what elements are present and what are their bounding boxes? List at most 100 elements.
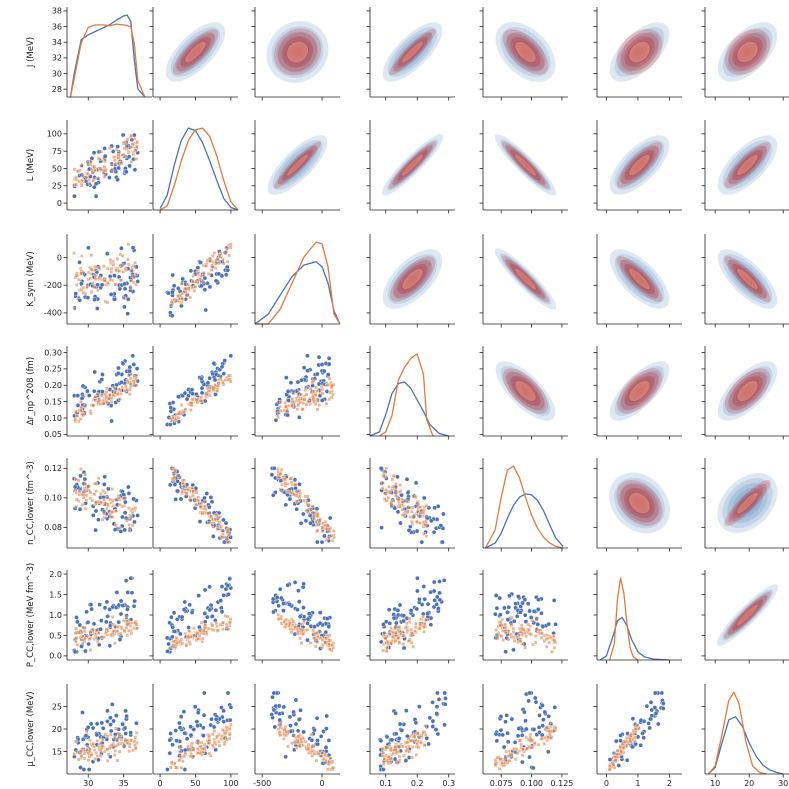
panel-dR-vs-L — [149, 346, 238, 440]
scatter-point-b — [607, 767, 612, 772]
scatter-point-b — [98, 754, 103, 758]
scatter-point-b — [93, 398, 98, 403]
scatter-point-b — [422, 532, 426, 536]
scatter-point-b — [210, 743, 215, 747]
scatter-point-b — [211, 628, 216, 633]
scatter-point-a — [192, 704, 198, 710]
scatter-point-b — [225, 737, 229, 742]
scatter-point-b — [320, 637, 325, 642]
scatter-point-b — [294, 746, 299, 750]
scatter-point-a — [296, 717, 302, 722]
kde-fill-a-Ksym-Pcc — [609, 249, 670, 309]
scatter-point-a — [189, 387, 195, 393]
scatter-point-a — [219, 584, 225, 589]
scatter-point-a — [293, 697, 299, 703]
scatter-point-b — [87, 178, 91, 182]
x-tick-label: 0 — [158, 779, 163, 788]
scatter-point-a — [100, 726, 106, 731]
kde-fill-a-ncc-mucc — [717, 472, 778, 534]
scatter-point-a — [123, 708, 128, 714]
scatter-point-b — [191, 748, 196, 752]
scatter-point-a — [100, 372, 105, 377]
y-tick-label: -400 — [44, 309, 62, 318]
scatter-point-a — [616, 763, 622, 768]
scatter-point-b — [414, 738, 418, 742]
scatter-point-a — [129, 590, 135, 596]
panel-J-vs-dR — [366, 7, 455, 101]
scatter-point-a — [201, 712, 207, 718]
scatter-point-b — [77, 179, 81, 184]
scatter-point-b — [397, 490, 402, 494]
scatter-point-b — [72, 489, 77, 493]
scatter-point-b — [180, 297, 184, 301]
panel-dR-vs-Pcc — [593, 346, 682, 440]
scatter-point-b — [416, 745, 421, 750]
panel-ncc-vs-L — [149, 458, 238, 552]
scatter-point-a — [123, 578, 129, 583]
scatter-point-b — [94, 635, 98, 639]
scatter-point-b — [533, 634, 538, 638]
scatter-point-b — [515, 751, 520, 755]
scatter-point-b — [99, 168, 104, 172]
scatter-point-b — [404, 745, 408, 749]
scatter-point-b — [328, 756, 333, 761]
scatter-point-b — [332, 529, 336, 533]
scatter-point-b — [103, 732, 108, 737]
scatter-point-b — [545, 726, 549, 730]
kde-line-b-dR — [379, 353, 434, 437]
y-tick-label: 38 — [52, 7, 62, 16]
scatter-point-a — [399, 728, 405, 733]
scatter-point-b — [75, 414, 80, 418]
scatter-point-a — [503, 649, 508, 655]
scatter-point-a — [92, 369, 97, 375]
scatter-point-b — [196, 740, 200, 745]
scatter-point-a — [194, 719, 200, 725]
scatter-point-b — [75, 643, 80, 647]
scatter-point-b — [175, 640, 180, 645]
scatter-point-a — [175, 488, 180, 494]
kde-fill-b-L-ncc — [501, 141, 550, 189]
scatter-point-b — [178, 750, 182, 755]
scatter-point-b — [85, 748, 89, 752]
scatter-point-b — [180, 641, 184, 646]
scatter-point-b — [381, 746, 385, 751]
scatter-point-b — [399, 497, 404, 501]
scatter-point-b — [128, 382, 133, 387]
scatter-point-a — [116, 165, 121, 171]
scatter-point-b — [108, 258, 113, 262]
scatter-point-b — [94, 628, 99, 633]
scatter-point-b — [510, 749, 515, 753]
scatter-point-b — [424, 519, 428, 524]
panel-L-vs-J: 0 25 50 75 100 L (MeV) — [26, 120, 152, 214]
scatter-point-a — [122, 527, 127, 533]
scatter-point-b — [217, 253, 222, 258]
scatter-point-a — [196, 593, 201, 598]
x-tick-label: 100 — [223, 779, 238, 788]
scatter-point-b — [74, 175, 78, 180]
scatter-point-b — [325, 524, 330, 528]
y-tick-label: 0.5 — [49, 631, 62, 640]
scatter-point-a — [435, 731, 441, 737]
scatter-point-b — [328, 647, 332, 652]
scatter-point-b — [493, 762, 498, 767]
scatter-point-b — [172, 475, 176, 480]
scatter-point-b — [382, 497, 387, 501]
scatter-point-b — [195, 636, 200, 641]
kde-fill-a-ncc-Pcc — [609, 472, 670, 534]
scatter-point-b — [306, 746, 310, 751]
scatter-point-a — [326, 738, 332, 743]
scatter-point-b — [314, 644, 318, 649]
scatter-point-a — [203, 307, 208, 313]
scatter-point-b — [184, 643, 189, 648]
panel-Pcc-vs-Pcc — [593, 570, 682, 664]
scatter-point-b — [113, 163, 118, 167]
scatter-point-a — [321, 729, 326, 734]
scatter-point-b — [133, 260, 137, 265]
scatter-point-a — [278, 595, 284, 601]
scatter-point-b — [92, 164, 97, 169]
scatter-point-b — [382, 474, 386, 479]
scatter-point-b — [89, 290, 94, 294]
scatter-point-b — [178, 639, 183, 644]
